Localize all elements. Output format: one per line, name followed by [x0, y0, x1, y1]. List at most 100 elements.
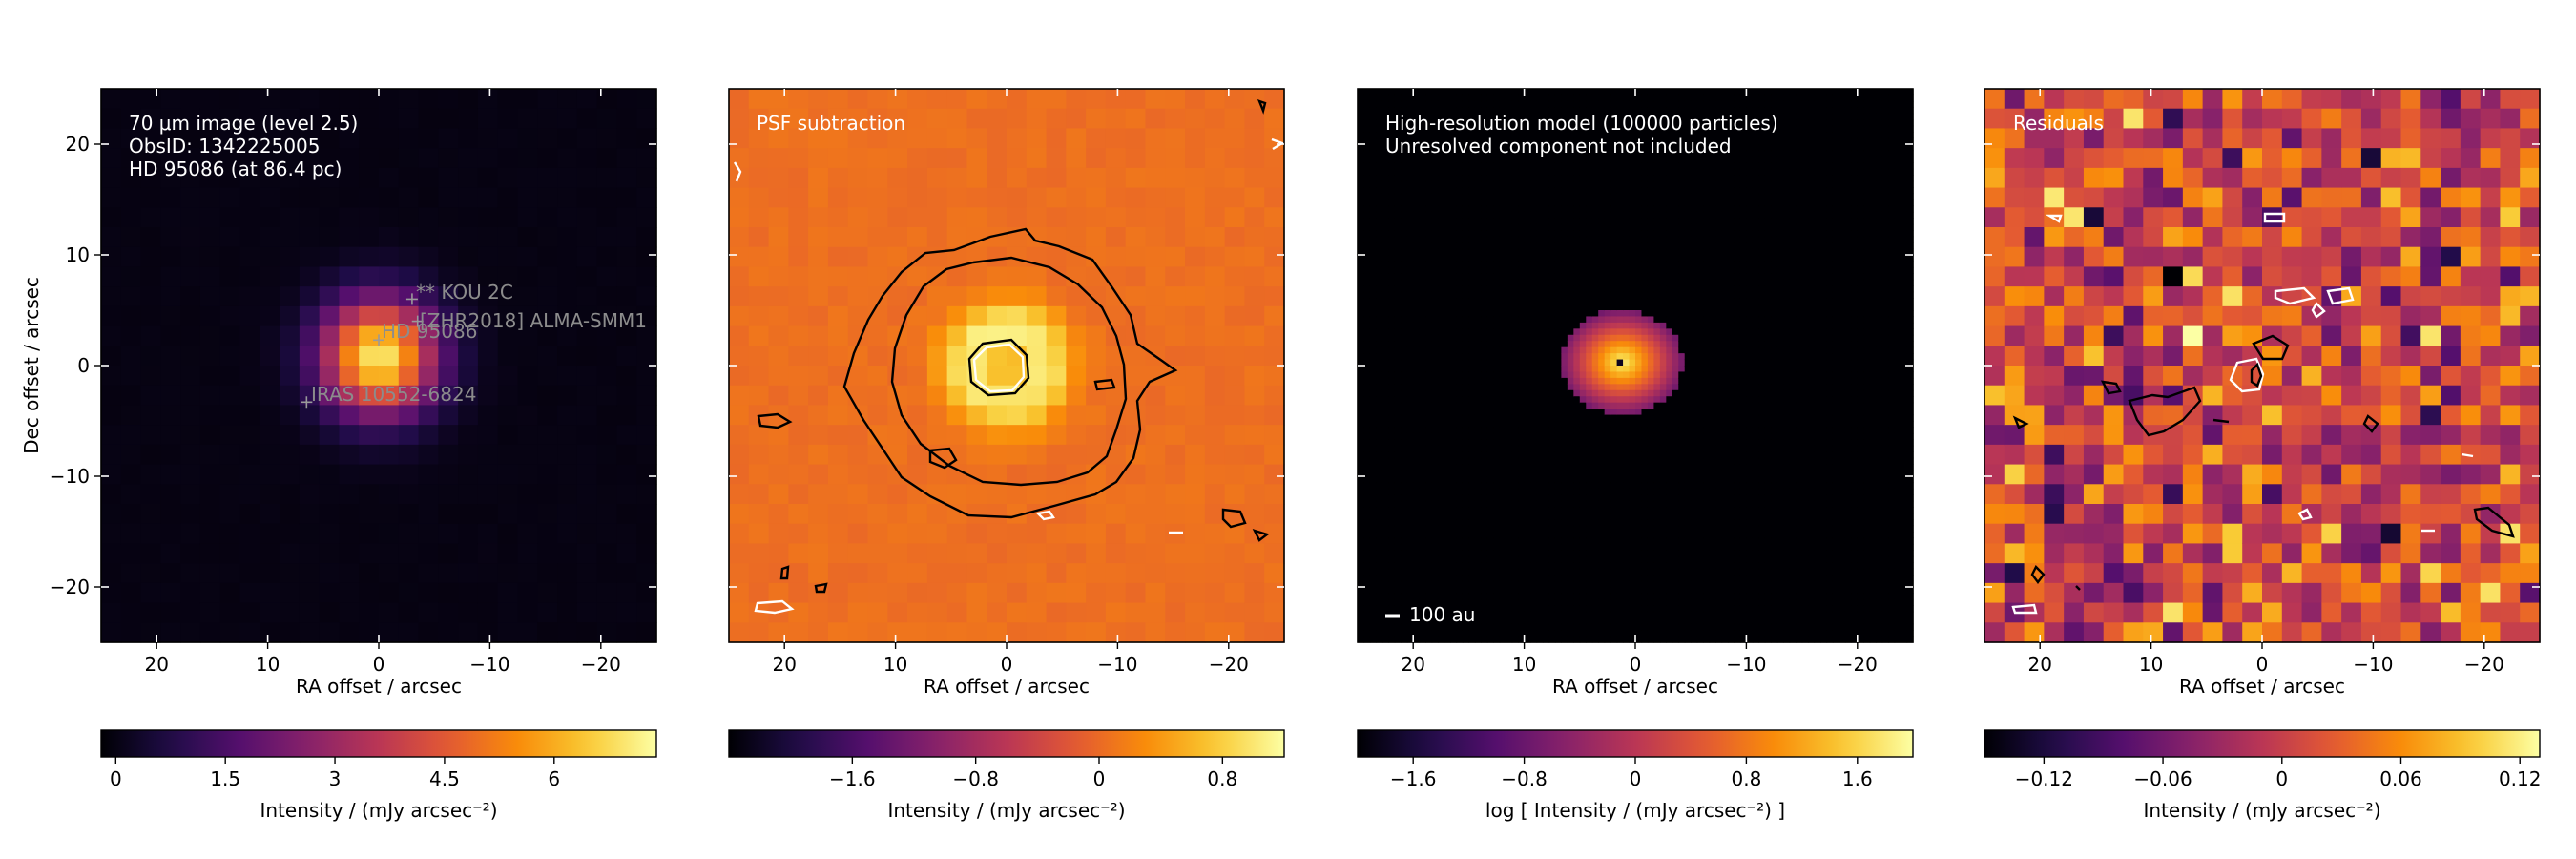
heatmap-cell [1573, 255, 1581, 262]
heatmap-cell [1388, 193, 1396, 200]
heatmap-cell [1369, 255, 1377, 262]
heatmap-cell [180, 246, 201, 268]
heatmap-cell [1388, 605, 1396, 613]
heatmap-cell [1493, 457, 1501, 465]
heatmap-cell [1419, 568, 1426, 576]
heatmap-cell [1450, 193, 1458, 200]
heatmap-cell [1388, 482, 1396, 490]
heatmap-cell [1406, 242, 1414, 250]
heatmap-cell [1381, 304, 1389, 311]
heatmap-cell [1499, 125, 1506, 133]
heatmap-cell [1518, 291, 1526, 299]
heatmap-cell [1573, 310, 1581, 318]
heatmap-cell [1007, 464, 1028, 485]
heatmap-cell [1363, 150, 1371, 157]
heatmap-cell [1419, 266, 1426, 274]
heatmap-cell [847, 207, 869, 228]
heatmap-cell [1376, 156, 1383, 163]
heatmap-cell [1376, 298, 1383, 305]
heatmap-cell [1444, 230, 1451, 238]
heatmap-cell [1499, 611, 1506, 618]
heatmap-cell [1358, 310, 1365, 318]
heatmap-cell [239, 286, 260, 307]
heatmap-cell [1145, 484, 1166, 505]
heatmap-cell [1462, 150, 1469, 157]
heatmap-cell [1554, 310, 1562, 318]
heatmap-cell [458, 602, 479, 623]
heatmap-cell [847, 385, 869, 407]
heatmap-cell [1450, 100, 1458, 108]
heatmap-cell [120, 366, 142, 387]
heatmap-cell [1413, 316, 1421, 324]
heatmap-cell [1493, 156, 1501, 163]
heatmap-cell [1444, 100, 1451, 108]
heatmap-cell [946, 305, 968, 327]
heatmap-cell [1524, 261, 1531, 268]
heatmap-cell [1363, 261, 1371, 268]
heatmap-cell [1499, 575, 1506, 582]
heatmap-cell [1518, 366, 1526, 373]
heatmap-cell [1450, 580, 1458, 588]
heatmap-cell [1506, 346, 1513, 354]
heatmap-cell [1456, 162, 1464, 170]
heatmap-cell [1493, 168, 1501, 176]
heatmap-cell [1026, 89, 1048, 110]
heatmap-cell [1444, 366, 1451, 373]
heatmap-cell [1388, 100, 1396, 108]
heatmap-cell [1394, 476, 1402, 484]
heatmap-cell [1579, 396, 1587, 404]
heatmap-cell [867, 504, 888, 525]
heatmap-cell [1499, 298, 1506, 305]
heatmap-cell [1548, 451, 1556, 459]
heatmap-cell [1518, 409, 1526, 416]
heatmap-cell [748, 227, 770, 248]
heatmap-cell [1543, 476, 1550, 484]
heatmap-cell [1444, 519, 1451, 527]
heatmap-cell [1536, 598, 1544, 606]
heatmap-cell [1406, 223, 1414, 231]
heatmap-cell [1561, 543, 1568, 551]
heatmap-cell [867, 246, 888, 268]
heatmap-cell [1376, 94, 1383, 102]
heatmap-cell [1413, 371, 1421, 379]
heatmap-cell [966, 167, 987, 189]
heatmap-cell [1419, 611, 1426, 618]
heatmap-cell [1425, 223, 1433, 231]
heatmap-cell [1376, 451, 1383, 459]
heatmap-cell [1567, 132, 1574, 139]
heatmap-cell [1431, 150, 1439, 157]
heatmap-cell [180, 89, 201, 110]
heatmap-cell [966, 266, 987, 287]
heatmap-cell [1450, 266, 1458, 274]
heatmap-cell [1450, 500, 1458, 508]
heatmap-cell [576, 187, 598, 208]
heatmap-cell [768, 227, 789, 248]
heatmap-cell [1431, 525, 1439, 533]
heatmap-cell [458, 464, 479, 485]
heatmap-cell [1554, 334, 1562, 342]
heatmap-cell [1506, 316, 1513, 324]
heatmap-cell [1511, 507, 1519, 514]
heatmap-cell [1456, 156, 1464, 163]
heatmap-cell [1401, 421, 1408, 429]
heatmap-cell [1543, 168, 1550, 176]
heatmap-cell [1474, 402, 1482, 409]
heatmap-cell [1358, 507, 1365, 514]
heatmap-cell [1388, 125, 1396, 133]
heatmap-cell [1376, 464, 1383, 471]
heatmap-cell [808, 187, 829, 208]
heatmap-cell [1425, 353, 1433, 361]
heatmap-cell [1413, 218, 1421, 225]
heatmap-cell [1462, 525, 1469, 533]
heatmap-cell [359, 167, 380, 189]
heatmap-cell [1561, 421, 1568, 429]
heatmap-cell [1376, 346, 1383, 354]
heatmap-cell [1431, 605, 1439, 613]
heatmap-cell [1506, 537, 1513, 545]
heatmap-cell [1511, 532, 1519, 539]
heatmap-cell [1554, 525, 1562, 533]
heatmap-cell [101, 325, 122, 346]
heatmap-cell [239, 207, 260, 228]
heatmap-cell [1530, 598, 1538, 606]
heatmap-cell [1548, 119, 1556, 127]
